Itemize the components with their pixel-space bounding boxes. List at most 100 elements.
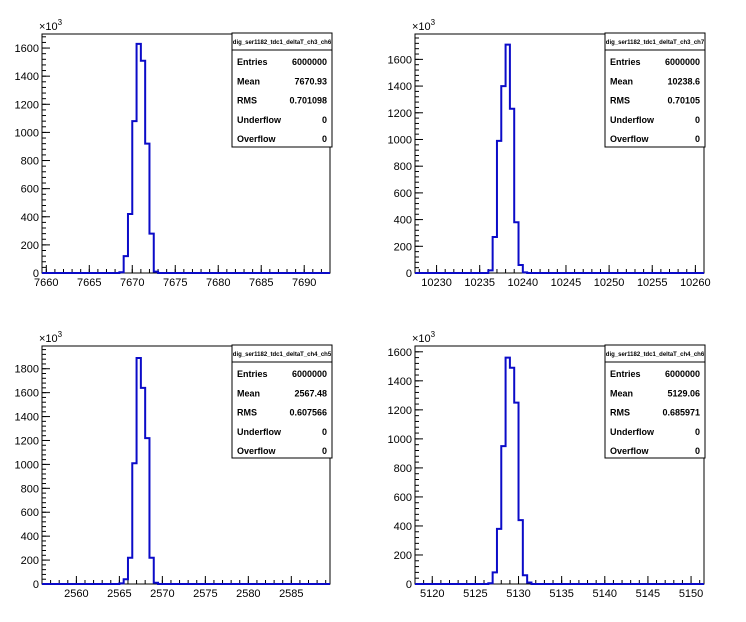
stats-value: 0 [695, 134, 700, 144]
stats-box [604, 32, 706, 148]
y-tick-label: 400 [394, 521, 412, 533]
stats-value: 0.70105 [667, 96, 700, 106]
y-tick-label: 400 [394, 215, 412, 227]
y-tick-label: 200 [394, 550, 412, 562]
y-tick-label: 1200 [15, 99, 39, 111]
stats-label: RMS [237, 96, 257, 106]
x-tick-label: 2580 [236, 588, 260, 600]
y-tick-label: 600 [21, 184, 39, 196]
stats-label: Underflow [610, 427, 655, 437]
stats-label: Overflow [610, 134, 650, 144]
stats-title: dig_ser1182_tdc1_deltaT_ch3_ch7 [606, 40, 705, 46]
y-tick-label: 1400 [15, 71, 39, 83]
y-tick-label: 800 [394, 161, 412, 173]
x-tick-label: 5125 [463, 588, 487, 600]
y-tick-label: 200 [21, 555, 39, 567]
y-tick-label: 1000 [15, 127, 39, 139]
y-tick-label: 1800 [15, 364, 39, 376]
stats-value: 0.701098 [289, 96, 327, 106]
x-tick-label: 5135 [549, 588, 573, 600]
stats-label: RMS [610, 408, 630, 418]
stats-label: Mean [237, 76, 260, 86]
y-tick-label: 600 [394, 492, 412, 504]
y-tick-label: 800 [21, 156, 39, 168]
y-tick-label: 1400 [388, 81, 412, 93]
histogram-pad-1: 0 200 400 600 800 1000 1200 1400 1600 7660 7665 767… [15, 18, 333, 289]
stats-value: 0 [695, 115, 700, 125]
stats-value: 0 [695, 427, 700, 437]
stats-value: 0 [322, 134, 327, 144]
stats-label: Entries [237, 369, 268, 379]
stats-value: 0 [322, 115, 327, 125]
y-tick-label: 0 [406, 579, 412, 591]
stats-value: 6000000 [292, 57, 327, 67]
stats-value: 2567.48 [294, 388, 327, 398]
stats-label: Mean [237, 388, 260, 398]
stats-value: 6000000 [665, 369, 700, 379]
y-multiplier-exponent: 3 [431, 18, 436, 27]
x-tick-label: 2570 [150, 588, 174, 600]
y-tick-label: 400 [21, 531, 39, 543]
y-tick-label: 1000 [388, 134, 412, 146]
y-tick-label: 1400 [388, 376, 412, 388]
x-tick-label: 5140 [593, 588, 617, 600]
y-multiplier-base: ×10 [39, 21, 58, 33]
y-tick-label: 1600 [388, 347, 412, 359]
stats-label: Mean [610, 76, 633, 86]
stats-box [231, 32, 333, 148]
stats-label: Entries [610, 369, 641, 379]
y-tick-label: 1200 [388, 108, 412, 120]
y-multiplier-exponent: 3 [431, 330, 436, 339]
histogram-pad-2: 0 200 400 600 800 1000 1200 1400 1600 10230 10235 1… [388, 18, 711, 289]
histogram-series [415, 43, 704, 274]
y-tick-label: 600 [394, 188, 412, 200]
y-tick-label: 400 [21, 212, 39, 224]
y-multiplier-label: ×103 [412, 18, 436, 33]
x-tick-label: 7675 [163, 277, 187, 289]
y-tick-label: 200 [21, 240, 39, 252]
x-tick-label: 10260 [680, 277, 711, 289]
y-tick-label: 1600 [15, 388, 39, 400]
y-tick-label: 1200 [15, 435, 39, 447]
stats-box [604, 344, 706, 459]
stats-value: 0.685971 [662, 408, 700, 418]
stats-title: dig_ser1182_tdc1_deltaT_ch3_ch6 [233, 40, 332, 46]
x-tick-label: 10245 [551, 277, 582, 289]
y-tick-label: 800 [394, 463, 412, 475]
stats-value: 6000000 [292, 369, 327, 379]
stats-value: 6000000 [665, 57, 700, 67]
y-tick-label: 1600 [388, 54, 412, 66]
stats-value: 10238.6 [667, 76, 700, 86]
y-tick-label: 1400 [15, 412, 39, 424]
y-tick-label: 600 [21, 507, 39, 519]
y-tick-label: 1200 [388, 405, 412, 417]
y-multiplier-base: ×10 [412, 21, 431, 33]
stats-value: 0 [322, 446, 327, 456]
x-tick-label: 2585 [279, 588, 303, 600]
x-tick-label: 5120 [420, 588, 444, 600]
stats-label: Overflow [237, 134, 277, 144]
stats-label: Entries [237, 57, 268, 67]
stats-label: Underflow [237, 427, 282, 437]
stats-box [231, 344, 333, 459]
y-multiplier-label: ×103 [412, 330, 436, 345]
histogram-pad-3: 0 200 400 600 800 1000 1200 1400 1600 1800 2560 256… [15, 330, 333, 600]
y-multiplier-exponent: 3 [58, 330, 63, 339]
histogram-pad-4: 0 200 400 600 800 1000 1200 1400 1600 5120 5125 513… [388, 330, 706, 600]
x-tick-label: 2565 [107, 588, 131, 600]
y-tick-label: 0 [33, 268, 39, 280]
x-tick-label: 10235 [464, 277, 495, 289]
y-tick-label: 1000 [388, 434, 412, 446]
histogram-series [415, 356, 704, 585]
y-multiplier-label: ×103 [39, 18, 63, 33]
histogram-series [42, 42, 330, 274]
x-tick-label: 7685 [249, 277, 273, 289]
x-tick-label: 7680 [206, 277, 230, 289]
y-tick-label: 0 [33, 579, 39, 591]
stats-label: RMS [237, 408, 257, 418]
x-tick-label: 7665 [77, 277, 101, 289]
x-tick-label: 10230 [421, 277, 452, 289]
x-tick-label: 5150 [679, 588, 703, 600]
stats-title: dig_ser1182_tdc1_deltaT_ch4_ch5 [233, 352, 332, 358]
x-tick-label: 7660 [34, 277, 58, 289]
